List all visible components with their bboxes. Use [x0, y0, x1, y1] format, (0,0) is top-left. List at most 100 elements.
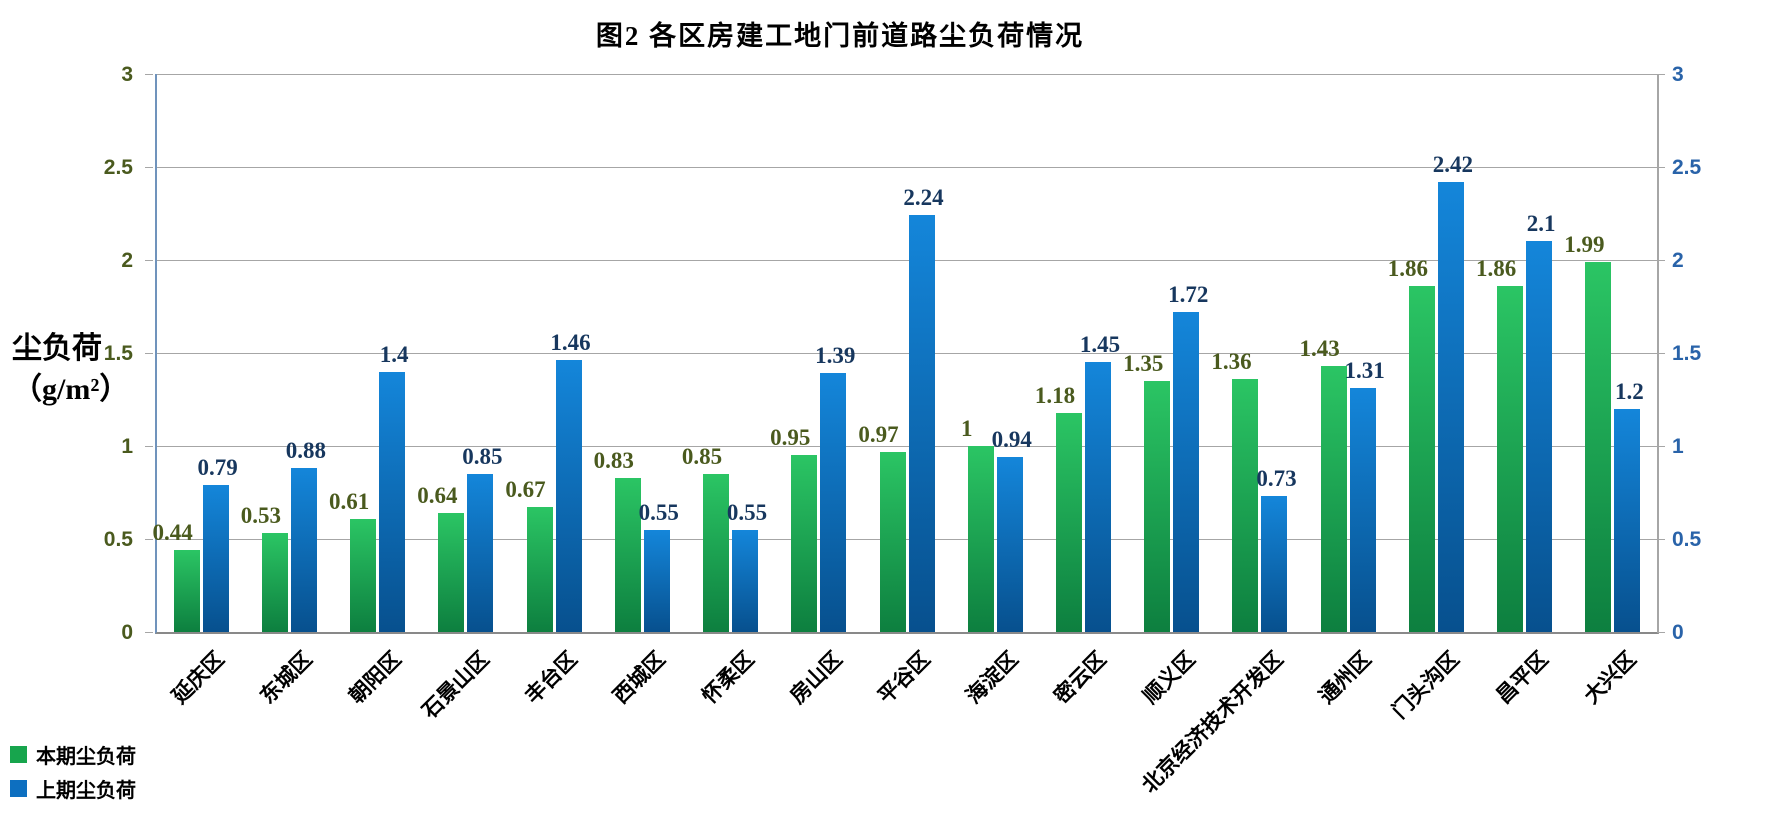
legend-item-current: 本期尘负荷: [10, 741, 136, 768]
axis-tick: [1657, 353, 1665, 354]
y-axis-title: 尘负荷 （g/m²）: [12, 328, 162, 410]
bar-label-previous: 1.45: [1079, 332, 1121, 358]
bar-label-previous: 2.24: [903, 185, 944, 211]
bar-previous: [1084, 362, 1111, 632]
legend: 本期尘负荷 上期尘负荷: [10, 741, 136, 809]
bar-label-previous: 0.55: [638, 499, 679, 525]
x-category-label: 东城区: [255, 646, 318, 709]
bar-previous: [1261, 496, 1288, 632]
x-category-label: 密云区: [1049, 646, 1112, 709]
bar-label-previous: 1.39: [815, 343, 856, 369]
bar-label-previous: 2.42: [1432, 151, 1474, 177]
plot-area: 0.44 0.79 0.53 0.88 0.61 1.4 0.64 0.85 0.67 1.46 0…: [152, 74, 1659, 634]
gridline: [157, 353, 1657, 354]
x-category-label: 顺义区: [1137, 646, 1200, 709]
bar-previous: [290, 468, 317, 632]
legend-item-previous: 上期尘负荷: [10, 775, 136, 802]
bar-label-current: 1: [960, 416, 973, 441]
bar-label-current: 1.36: [1211, 349, 1252, 375]
bar-label-current: 1.18: [1034, 382, 1076, 408]
bar-label-previous: 1.46: [550, 330, 591, 356]
bar-previous: [202, 485, 229, 632]
bar-label-previous: 1.4: [379, 341, 409, 367]
x-category-label: 海淀区: [961, 646, 1024, 709]
bar-previous: [908, 215, 935, 632]
bar-label-current: 0.53: [240, 503, 281, 529]
axis-tick: [1657, 260, 1665, 261]
axis-tick: [1657, 632, 1665, 633]
bar-previous: [467, 473, 494, 632]
gridline: [157, 74, 1657, 75]
bar-label-previous: 1.31: [1344, 358, 1385, 384]
axis-tick: [145, 446, 153, 447]
bar-label-current: 1.43: [1299, 336, 1340, 362]
axis-tick: [145, 353, 153, 354]
bar-current: [1144, 380, 1171, 632]
bar-current: [879, 451, 906, 632]
bar-current: [261, 533, 288, 632]
gridline: [157, 539, 1657, 540]
bar-current: [791, 455, 818, 632]
bar-previous: [1437, 181, 1464, 632]
x-category-label: 通州区: [1314, 646, 1376, 709]
bar-current: [614, 477, 641, 632]
legend-label-previous: 上期尘负荷: [36, 779, 136, 802]
bar-current: [1408, 286, 1435, 632]
y-axis-title-line2: （g/m²）: [12, 373, 130, 406]
y-tick-label-right: 1: [1672, 435, 1684, 458]
bar-label-previous: 2.1: [1526, 211, 1556, 237]
bar-current: [526, 507, 553, 632]
bar-current: [350, 518, 377, 632]
x-category-label: 昌平区: [1490, 646, 1553, 709]
bar-current: [1055, 412, 1082, 632]
x-category-label: 朝阳区: [343, 646, 406, 709]
bar-previous: [643, 529, 670, 632]
x-category-label: 石景山区: [417, 646, 494, 724]
x-category-label: 平谷区: [873, 646, 935, 709]
bar-previous: [1526, 241, 1553, 632]
bar-label-previous: 1.2: [1615, 378, 1644, 404]
y-tick-label-left: 3: [121, 63, 133, 86]
x-category-label: 西城区: [608, 646, 671, 709]
bar-label-current: 1.86: [1387, 256, 1429, 282]
bar-label-current: 1.99: [1564, 231, 1605, 257]
y-tick-label-left: 0.5: [103, 528, 133, 551]
gridline: [157, 167, 1657, 168]
bar-previous: [1349, 388, 1376, 632]
bar-label-current: 0.97: [858, 421, 899, 447]
x-category-label: 延庆区: [167, 646, 229, 709]
x-category-label: 房山区: [785, 646, 847, 709]
y-axis-title-line1: 尘负荷: [12, 332, 102, 365]
bar-label-current: 1.86: [1476, 256, 1517, 282]
bar-label-current: 1.35: [1123, 350, 1164, 376]
gridline: [157, 446, 1657, 447]
axis-tick: [1657, 74, 1665, 75]
y-tick-label-right: 2: [1672, 249, 1684, 272]
gridline: [157, 260, 1657, 261]
bar-current: [967, 446, 994, 632]
y-tick-label-left: 1.5: [103, 342, 133, 365]
y-tick-label-right: 1.5: [1672, 342, 1702, 365]
bar-label-current: 0.83: [593, 447, 634, 473]
bar-previous: [379, 371, 406, 632]
bar-current: [1585, 261, 1612, 632]
axis-tick: [145, 167, 153, 168]
axis-tick: [1657, 539, 1665, 540]
bar-current: [1232, 379, 1259, 632]
bar-previous: [555, 360, 582, 632]
y-tick-label-left: 2.5: [103, 156, 133, 179]
x-category-label: 门头沟区: [1387, 646, 1465, 724]
bar-previous: [1614, 408, 1641, 632]
y-tick-label-left: 2: [121, 249, 133, 272]
bar-current: [1497, 286, 1524, 632]
y-tick-label-right: 3: [1672, 63, 1684, 86]
bar-label-current: 0.85: [681, 443, 723, 469]
bar-label-previous: 0.79: [197, 455, 238, 481]
bar-label-previous: 0.85: [462, 443, 503, 469]
bar-current: [703, 473, 730, 632]
y-tick-label-left: 1: [121, 435, 133, 458]
axis-tick: [145, 539, 153, 540]
axis-tick: [145, 260, 153, 261]
x-category-label: 丰台区: [520, 646, 582, 709]
y-tick-label-right: 2.5: [1672, 156, 1702, 179]
